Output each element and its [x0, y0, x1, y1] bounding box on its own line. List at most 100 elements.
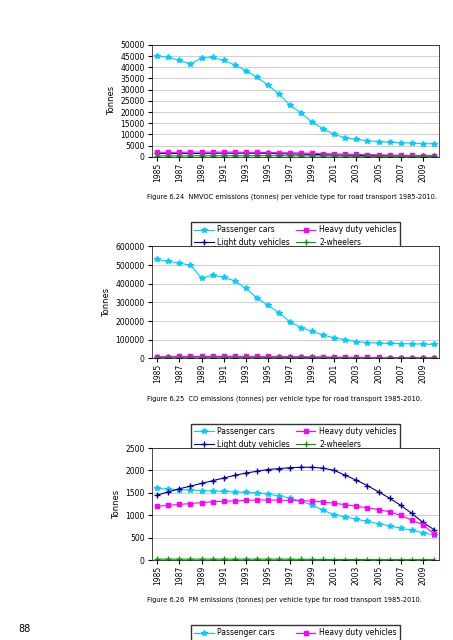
- Light duty vehicles: [254, 467, 260, 475]
- Light duty vehicles: [299, 353, 304, 361]
- Passenger cars: [232, 61, 237, 69]
- Passenger cars: [154, 52, 160, 60]
- Heavy duty vehicles: [309, 149, 315, 157]
- Light duty vehicles: [376, 354, 381, 362]
- Passenger cars: [409, 340, 414, 348]
- Passenger cars: [166, 485, 171, 493]
- Passenger cars: [210, 53, 215, 61]
- Light duty vehicles: [232, 149, 237, 157]
- Light duty vehicles: [354, 152, 359, 159]
- 2-wheelers: [154, 152, 160, 160]
- 2-wheelers: [431, 153, 437, 161]
- Passenger cars: [398, 340, 404, 348]
- Line: Passenger cars: Passenger cars: [154, 257, 437, 347]
- Heavy duty vehicles: [431, 152, 437, 159]
- Heavy duty vehicles: [199, 353, 204, 360]
- Passenger cars: [376, 520, 381, 527]
- Heavy duty vehicles: [387, 151, 392, 159]
- Line: 2-wheelers: 2-wheelers: [154, 153, 437, 159]
- Passenger cars: [420, 529, 425, 536]
- Heavy duty vehicles: [299, 353, 304, 360]
- Passenger cars: [154, 255, 160, 263]
- Light duty vehicles: [365, 482, 370, 490]
- Line: Passenger cars: Passenger cars: [154, 53, 437, 147]
- Passenger cars: [342, 134, 348, 141]
- Passenger cars: [243, 285, 249, 292]
- Passenger cars: [365, 518, 370, 525]
- Heavy duty vehicles: [199, 499, 204, 506]
- 2-wheelers: [376, 355, 381, 362]
- 2-wheelers: [221, 556, 226, 563]
- Passenger cars: [321, 125, 326, 132]
- Passenger cars: [221, 488, 226, 495]
- 2-wheelers: [354, 152, 359, 160]
- 2-wheelers: [276, 556, 282, 563]
- 2-wheelers: [299, 556, 304, 563]
- Passenger cars: [199, 486, 204, 494]
- Heavy duty vehicles: [243, 148, 249, 156]
- 2-wheelers: [398, 152, 404, 160]
- Passenger cars: [431, 340, 437, 348]
- Heavy duty vehicles: [398, 354, 404, 362]
- 2-wheelers: [210, 556, 215, 563]
- Passenger cars: [166, 53, 171, 61]
- Passenger cars: [287, 318, 293, 326]
- Light duty vehicles: [299, 150, 304, 158]
- Heavy duty vehicles: [221, 497, 226, 505]
- 2-wheelers: [365, 556, 370, 563]
- 2-wheelers: [232, 354, 237, 362]
- Light duty vehicles: [431, 152, 437, 160]
- Heavy duty vehicles: [199, 148, 204, 156]
- Line: Heavy duty vehicles: Heavy duty vehicles: [155, 355, 436, 360]
- Passenger cars: [420, 340, 425, 348]
- Light duty vehicles: [431, 355, 437, 362]
- Text: Figure 6.25  CO emissions (tonnes) per vehicle type for road transport 1985-2010: Figure 6.25 CO emissions (tonnes) per ve…: [147, 395, 422, 401]
- Light duty vehicles: [254, 149, 260, 157]
- Light duty vehicles: [420, 354, 425, 362]
- 2-wheelers: [409, 556, 414, 563]
- Heavy duty vehicles: [342, 501, 348, 509]
- Light duty vehicles: [409, 509, 414, 517]
- Light duty vehicles: [232, 353, 237, 361]
- Light duty vehicles: [276, 353, 282, 361]
- Passenger cars: [342, 336, 348, 344]
- Heavy duty vehicles: [309, 353, 315, 361]
- Text: 88: 88: [18, 625, 30, 634]
- 2-wheelers: [354, 556, 359, 563]
- Light duty vehicles: [210, 477, 215, 484]
- Passenger cars: [287, 102, 293, 109]
- 2-wheelers: [309, 556, 315, 563]
- Line: 2-wheelers: 2-wheelers: [154, 556, 437, 563]
- Heavy duty vehicles: [254, 148, 260, 156]
- 2-wheelers: [188, 556, 193, 563]
- Light duty vehicles: [309, 150, 315, 158]
- 2-wheelers: [332, 354, 337, 362]
- 2-wheelers: [254, 152, 260, 159]
- Light duty vehicles: [376, 152, 381, 159]
- 2-wheelers: [387, 556, 392, 563]
- Heavy duty vehicles: [365, 150, 370, 158]
- Heavy duty vehicles: [321, 498, 326, 506]
- Passenger cars: [376, 138, 381, 145]
- 2-wheelers: [210, 152, 215, 159]
- Heavy duty vehicles: [420, 354, 425, 362]
- Passenger cars: [254, 294, 260, 301]
- 2-wheelers: [154, 354, 160, 362]
- Passenger cars: [387, 522, 392, 530]
- Light duty vehicles: [365, 354, 370, 362]
- Light duty vehicles: [431, 525, 437, 533]
- 2-wheelers: [365, 355, 370, 362]
- 2-wheelers: [287, 152, 293, 159]
- 2-wheelers: [232, 152, 237, 159]
- Passenger cars: [265, 301, 270, 309]
- Line: Heavy duty vehicles: Heavy duty vehicles: [155, 150, 436, 157]
- Heavy duty vehicles: [398, 152, 404, 159]
- Heavy duty vehicles: [166, 148, 171, 156]
- 2-wheelers: [188, 152, 193, 159]
- Heavy duty vehicles: [332, 150, 337, 157]
- Heavy duty vehicles: [342, 150, 348, 158]
- Light duty vehicles: [232, 472, 237, 479]
- 2-wheelers: [332, 152, 337, 160]
- 2-wheelers: [243, 556, 249, 563]
- Passenger cars: [265, 490, 270, 498]
